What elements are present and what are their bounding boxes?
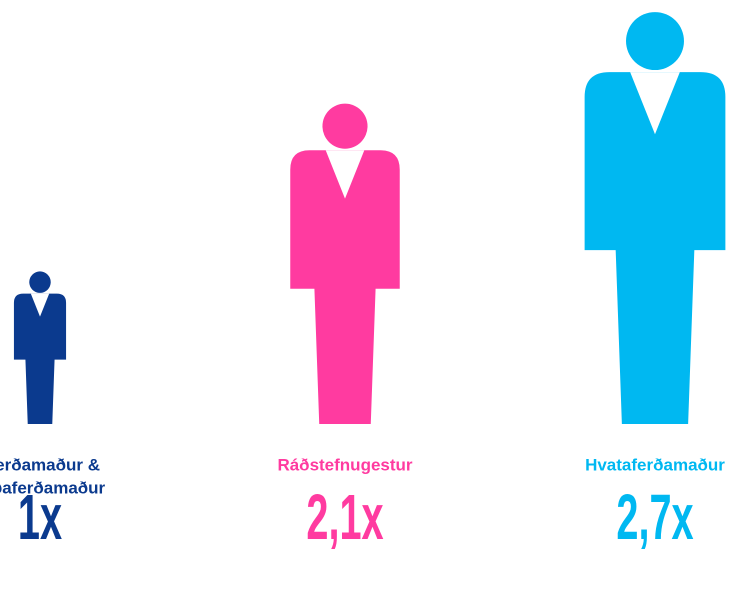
person-head: [322, 103, 368, 149]
person-collar: [325, 150, 365, 199]
person-head: [29, 271, 51, 293]
person-collar: [30, 293, 50, 317]
category-label: l ferðamaður &: [0, 455, 100, 474]
value-label: 1x: [18, 482, 62, 553]
value-label: 2,1x: [306, 482, 384, 553]
category-label: urðaferðamaður: [0, 478, 106, 497]
person-icon: [584, 12, 726, 424]
value-label: 2,7x: [616, 482, 694, 553]
person-icon: [290, 103, 400, 425]
person-body: [584, 72, 726, 424]
person-head: [626, 12, 684, 71]
category-label: Hvataferðamaður: [585, 455, 725, 474]
category-label: Ráðstefnugestur: [277, 455, 412, 474]
person-body: [13, 293, 67, 424]
person-body: [290, 150, 400, 425]
person-icon: [13, 271, 67, 424]
person-collar: [630, 72, 680, 135]
